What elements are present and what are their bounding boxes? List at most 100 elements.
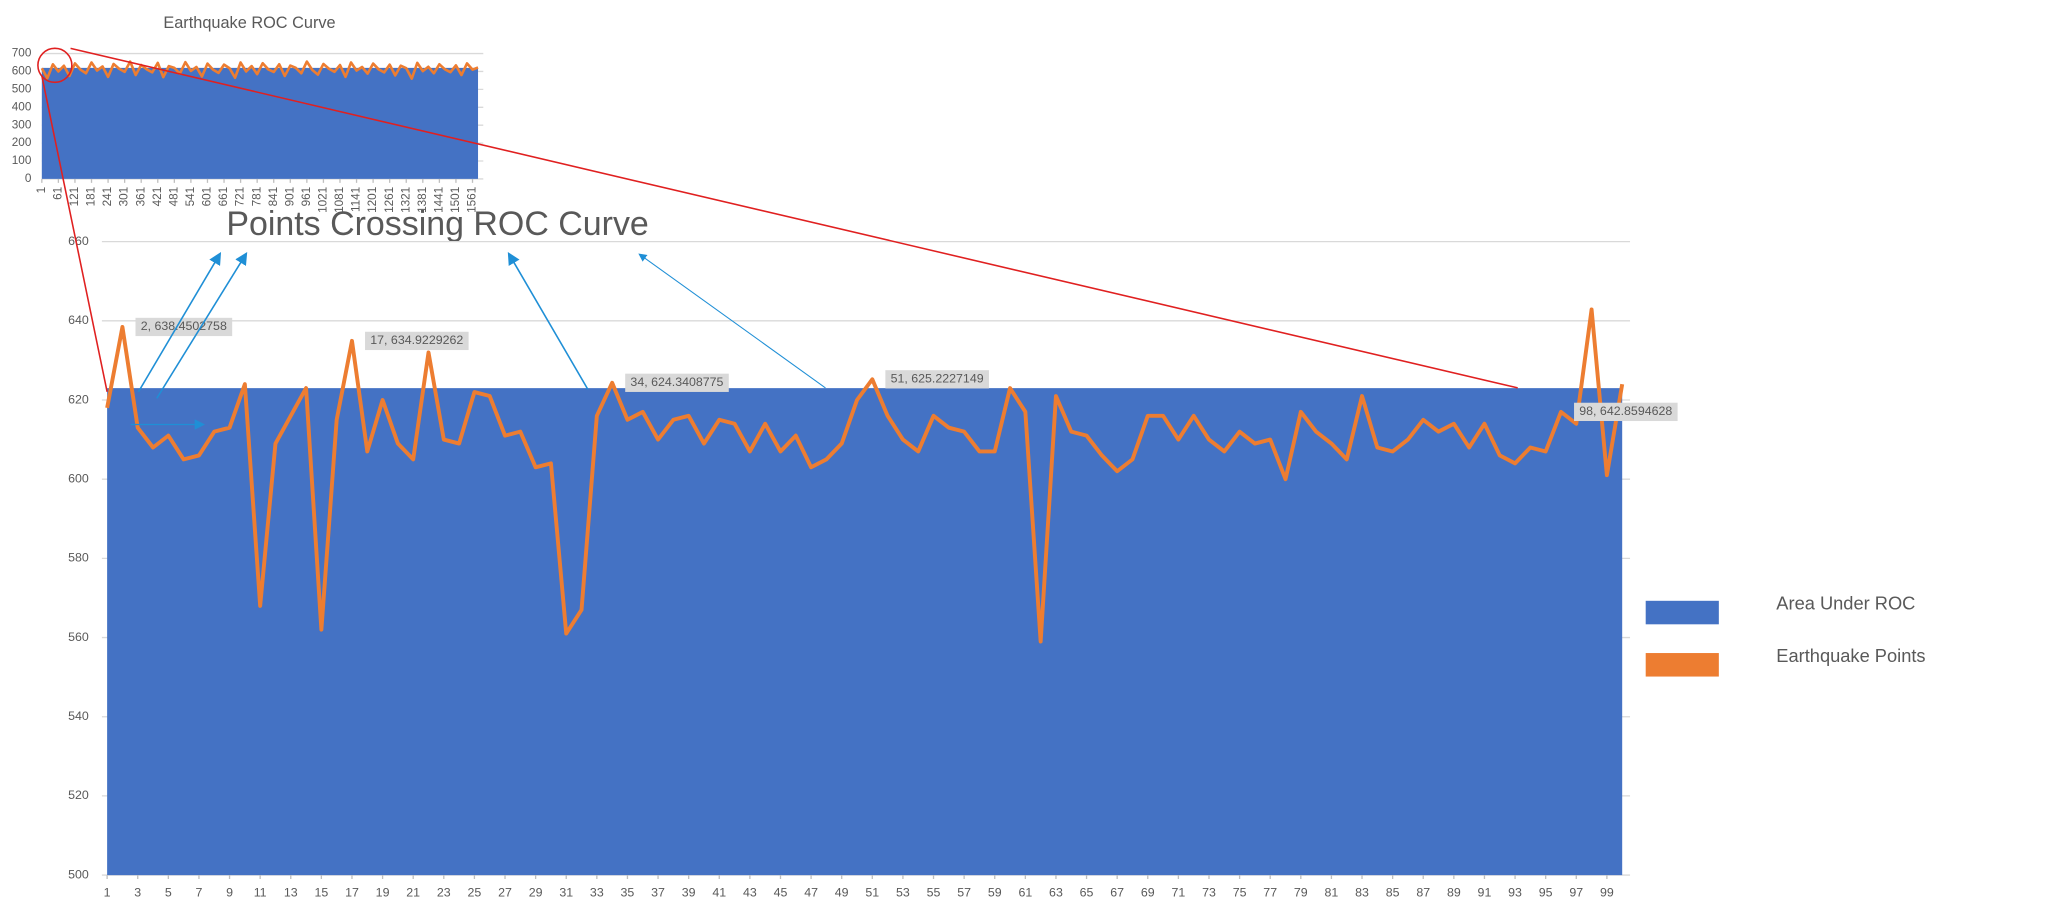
x-tick-label: 45: [774, 886, 788, 900]
x-tick-label: 481: [167, 187, 180, 207]
x-tick-label: 61: [51, 187, 64, 200]
x-tick-label: 85: [1386, 886, 1400, 900]
x-tick-label: 241: [101, 187, 114, 207]
x-tick-label: 49: [835, 886, 849, 900]
area: [41, 67, 479, 179]
y-tick-label: 600: [12, 65, 32, 78]
data-label: 51, 625.2227149: [891, 372, 984, 386]
x-tick-label: 13: [284, 886, 298, 900]
x-tick-label: 67: [1110, 886, 1124, 900]
x-tick-label: 421: [151, 187, 164, 207]
x-tick-label: 361: [134, 187, 147, 207]
data-label-bg: [135, 317, 233, 337]
y-tick-label: 640: [68, 313, 89, 327]
x-tick-label: 121: [68, 187, 81, 207]
overlay: [37, 47, 1518, 430]
x-tick-label: 21: [406, 886, 420, 900]
x-tick-label: 47: [804, 886, 818, 900]
x-tick-label: 23: [437, 886, 451, 900]
y-tick-label: 0: [25, 172, 32, 185]
x-tick-label: 55: [927, 886, 941, 900]
data-label: 2, 638.4502758: [141, 319, 227, 333]
x-tick-label: 301: [118, 187, 131, 207]
arrow: [638, 253, 826, 389]
x-tick-label: 51: [865, 886, 879, 900]
x-tick-label: 9: [226, 886, 233, 900]
x-tick-label: 1141: [350, 187, 363, 212]
x-tick-label: 89: [1447, 886, 1461, 900]
x-tick-label: 75: [1233, 886, 1247, 900]
x-tick-label: 841: [267, 187, 280, 207]
x-tick-label: 41: [712, 886, 726, 900]
data-label-bg: [365, 331, 469, 351]
data-label: 17, 634.9229262: [370, 333, 463, 347]
x-tick-label: 181: [85, 187, 98, 207]
data-label-bg: [1574, 402, 1678, 422]
x-tick-label: 83: [1355, 886, 1369, 900]
x-tick-label: 1321: [399, 187, 412, 213]
arrow: [507, 251, 589, 390]
charts: Points Crossing ROC Curve 500 520 540 560 580…: [12, 14, 1926, 900]
y-tick-label: 520: [68, 788, 89, 802]
y-tick-label: 620: [68, 392, 89, 406]
y-tick-label: 500: [68, 867, 89, 881]
x-tick-label: 11: [254, 886, 267, 900]
x-tick-label: 901: [283, 187, 296, 207]
x-tick-label: 43: [743, 886, 757, 900]
x-tick-label: 73: [1202, 886, 1216, 900]
y-tick-label: 560: [68, 630, 89, 644]
y-tick-label: 400: [12, 100, 32, 113]
x-tick-label: 57: [957, 886, 971, 900]
line: [40, 60, 479, 80]
x-tick-label: 1021: [317, 187, 330, 213]
arrow: [156, 252, 248, 399]
x-tick-label: 97: [1569, 886, 1583, 900]
legend-label: Earthquake Points: [1776, 645, 1925, 666]
x-tick-label: 721: [234, 187, 247, 207]
x-tick-label: 95: [1539, 886, 1553, 900]
data-label-bg: [885, 370, 989, 389]
data-label: 98, 642.8594628: [1579, 404, 1672, 418]
x-tick-label: 961: [300, 187, 313, 207]
zoom-circle: [37, 47, 73, 84]
x-tick-label: 53: [896, 886, 910, 900]
x-tick-label: 541: [184, 187, 197, 207]
y-tick-label: 100: [12, 154, 32, 167]
x-tick-label: 661: [217, 187, 230, 207]
x-tick-label: 27: [498, 886, 512, 900]
x-tick-label: 59: [988, 886, 1002, 900]
x-tick-label: 1081: [333, 187, 346, 213]
chart-title: Points Crossing ROC Curve: [226, 205, 648, 243]
x-tick-label: 1: [104, 886, 111, 900]
y-tick-label: 300: [12, 118, 32, 131]
x-tick-label: 601: [201, 187, 214, 207]
x-tick-label: 1441: [432, 187, 445, 213]
y-tick-label: 200: [12, 136, 32, 149]
x-tick-label: 1381: [416, 187, 429, 213]
x-tick-label: 61: [1018, 886, 1032, 900]
x-tick-label: 91: [1478, 886, 1492, 900]
area: [107, 388, 1623, 876]
x-tick-label: 37: [651, 886, 665, 900]
x-tick-label: 781: [250, 187, 263, 207]
x-tick-label: 31: [559, 886, 573, 900]
x-tick-label: 65: [1080, 886, 1094, 900]
legend-label: Area Under ROC: [1776, 593, 1915, 614]
zoom-line: [70, 47, 1518, 389]
y-tick-label: 600: [68, 471, 89, 485]
legend-swatch: [1645, 600, 1719, 625]
y-tick-label: 660: [68, 234, 89, 248]
y-tick-label: 580: [68, 551, 89, 565]
y-tick-label: 700: [12, 47, 32, 60]
data-label: 34, 624.3408775: [630, 375, 723, 389]
x-tick-label: 19: [376, 886, 390, 900]
chart-title: Earthquake ROC Curve: [163, 14, 335, 32]
x-tick-label: 1: [35, 187, 48, 194]
x-tick-label: 79: [1294, 886, 1308, 900]
x-tick-label: 1501: [449, 187, 462, 213]
arrow: [137, 251, 222, 393]
x-tick-label: 33: [590, 886, 604, 900]
x-tick-label: 25: [468, 886, 482, 900]
